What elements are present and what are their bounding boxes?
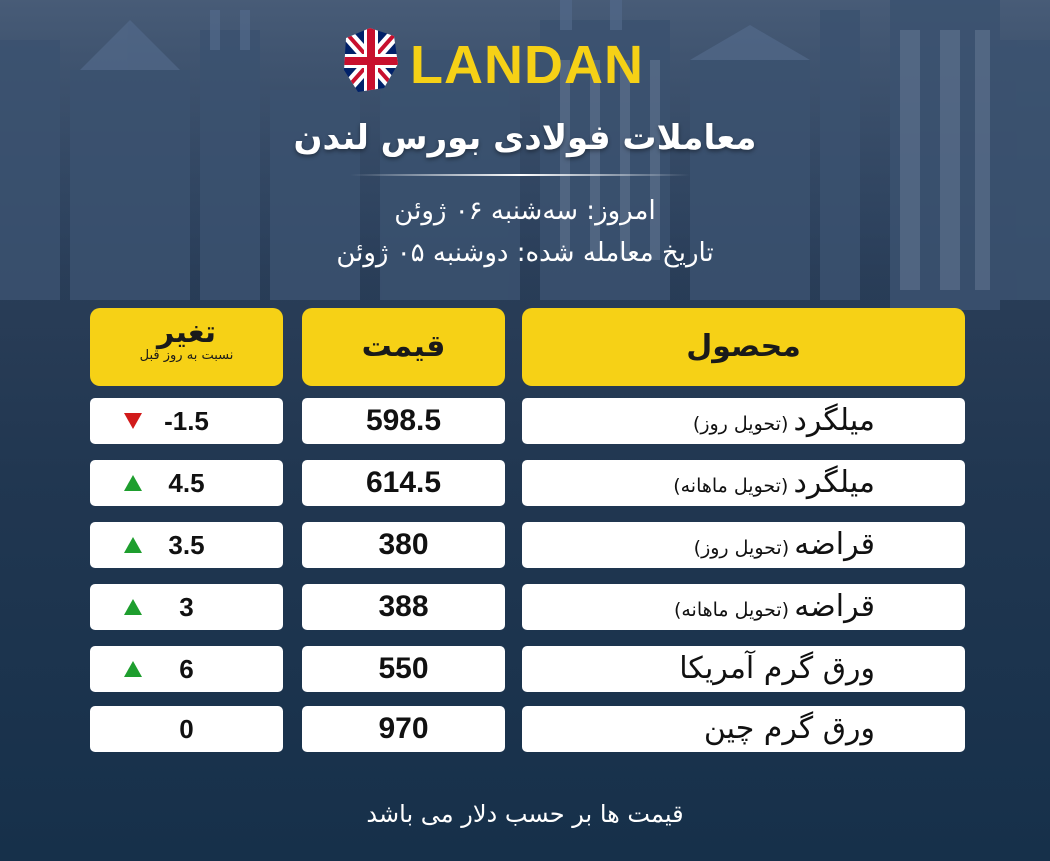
- column-header-price: قیمت: [302, 308, 505, 386]
- product-name: قراضه: [794, 589, 875, 624]
- change-value: 3: [179, 592, 194, 622]
- currency-note: قیمت ها بر حسب دلار می باشد: [366, 800, 684, 828]
- change-value: 0: [179, 714, 194, 744]
- table-row-change: 3: [90, 584, 283, 630]
- table-row-product: ورق گرم آمریکا: [522, 646, 965, 692]
- table-row-product: میلگرد (تحویل ماهانه): [522, 460, 965, 506]
- header: LANDAN معاملات فولادی بورس لندن امروز: س…: [0, 0, 1050, 300]
- change-value: 3.5: [168, 530, 205, 560]
- table-row-product: میلگرد (تحویل روز): [522, 398, 965, 444]
- page-title: معاملات فولادی بورس لندن: [293, 118, 757, 158]
- product-name: ورق گرم آمریکا: [679, 651, 875, 686]
- table-row-product: قراضه (تحویل ماهانه): [522, 584, 965, 630]
- up-arrow-icon: [124, 599, 142, 615]
- table-row-price: 614.5: [302, 460, 505, 506]
- table-row-change: 0: [90, 706, 283, 752]
- change-value: 4.5: [168, 468, 205, 498]
- table-row-price: 380: [302, 522, 505, 568]
- up-arrow-icon: [124, 537, 142, 553]
- column-header-change-label: تغیر: [156, 315, 217, 350]
- product-name: میلگرد: [793, 465, 875, 500]
- column-header-change-sub: نسبت به روز قبل: [139, 348, 234, 363]
- table-row-price: 598.5: [302, 398, 505, 444]
- change-value: -1.5: [164, 406, 209, 436]
- table-row-product: ورق گرم چین: [522, 706, 965, 752]
- table-row-price: 970: [302, 706, 505, 752]
- product-name: میلگرد: [793, 403, 875, 438]
- product-note: (تحویل روز): [692, 413, 789, 435]
- up-arrow-icon: [124, 475, 142, 491]
- table-row-price: 388: [302, 584, 505, 630]
- table-row-change: -1.5: [90, 398, 283, 444]
- column-header-price-label: قیمت: [361, 329, 446, 364]
- uk-flag-icon: [344, 28, 398, 92]
- column-header-product: محصول: [522, 308, 965, 386]
- product-note: (تحویل ماهانه): [673, 475, 789, 497]
- down-arrow-icon: [124, 413, 142, 429]
- table-row-price: 550: [302, 646, 505, 692]
- today-date: امروز: سه‌شنبه ۰۶ ژوئن: [394, 196, 656, 226]
- table-row-change: 3.5: [90, 522, 283, 568]
- table-row-change: 4.5: [90, 460, 283, 506]
- product-note: (تحویل روز): [693, 537, 790, 559]
- brand-logo: LANDAN: [340, 26, 660, 106]
- trade-date: تاریخ معامله شده: دوشنبه ۰۵ ژوئن: [336, 238, 714, 268]
- title-divider: [350, 174, 690, 176]
- change-value: 6: [179, 654, 194, 684]
- up-arrow-icon: [124, 661, 142, 677]
- column-header-change: تغیر نسبت به روز قبل: [90, 308, 283, 386]
- table-row-change: 6: [90, 646, 283, 692]
- product-name: قراضه: [794, 527, 875, 562]
- product-note: (تحویل ماهانه): [673, 599, 790, 621]
- table-row-product: قراضه (تحویل روز): [522, 522, 965, 568]
- brand-name: LANDAN: [410, 35, 644, 95]
- column-header-product-label: محصول: [686, 329, 801, 364]
- product-name: ورق گرم چین: [703, 711, 875, 746]
